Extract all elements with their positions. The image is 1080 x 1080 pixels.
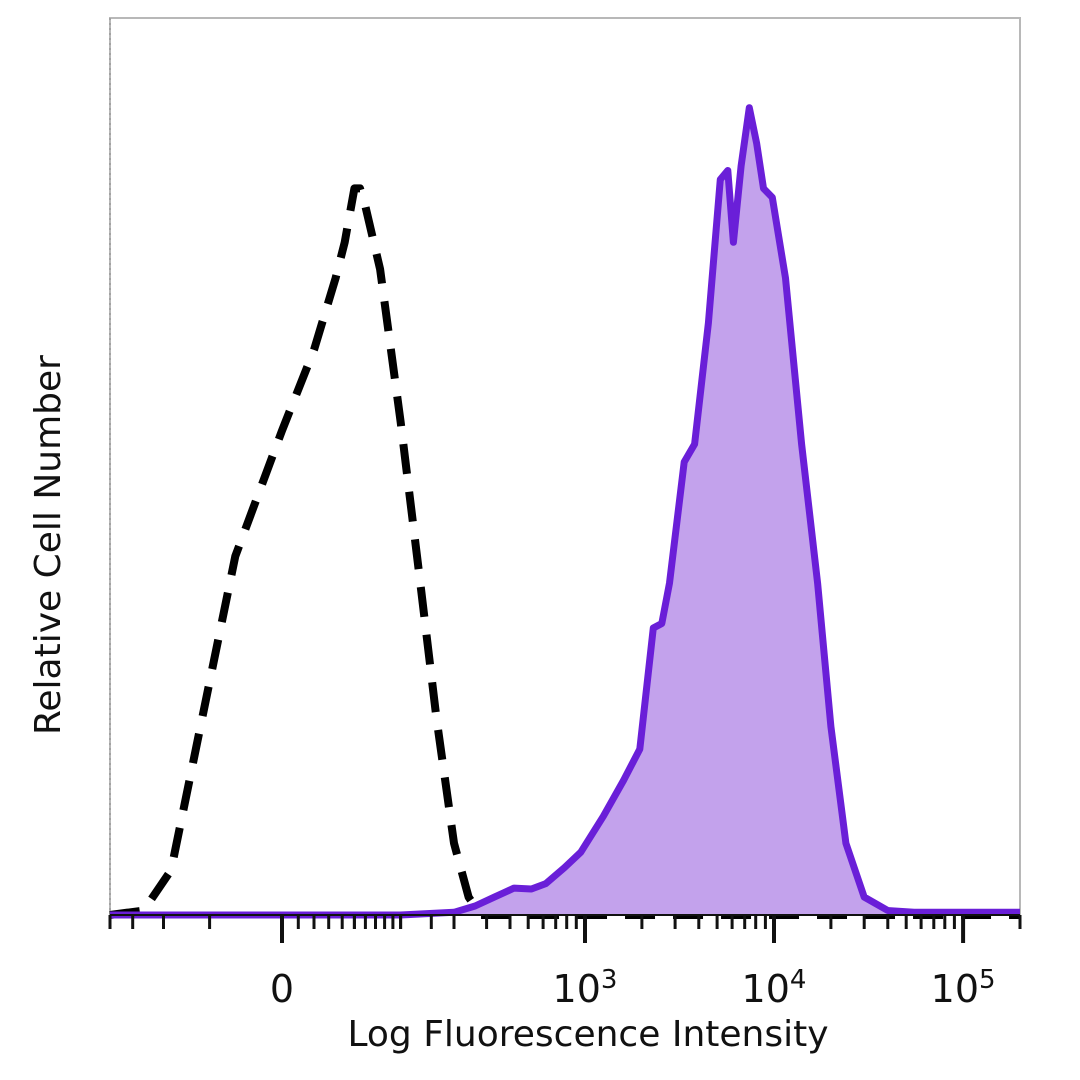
x-tick-label: 105 <box>931 965 996 1011</box>
x-tick-label: 103 <box>553 965 618 1011</box>
plot-frame <box>109 17 1021 916</box>
x-tick-label: 104 <box>742 965 807 1011</box>
series-1-line <box>110 104 1020 919</box>
series-0-line <box>109 184 1020 919</box>
x-tick-label: 0 <box>270 967 294 1011</box>
x-axis-title: Log Fluorescence Intensity <box>347 1014 828 1055</box>
series-1-area <box>110 107 1020 915</box>
tick-layer: 0 103 104 105 <box>108 915 1022 1011</box>
series-layer <box>109 104 1020 919</box>
y-axis-title: Relative Cell Number <box>28 355 69 735</box>
